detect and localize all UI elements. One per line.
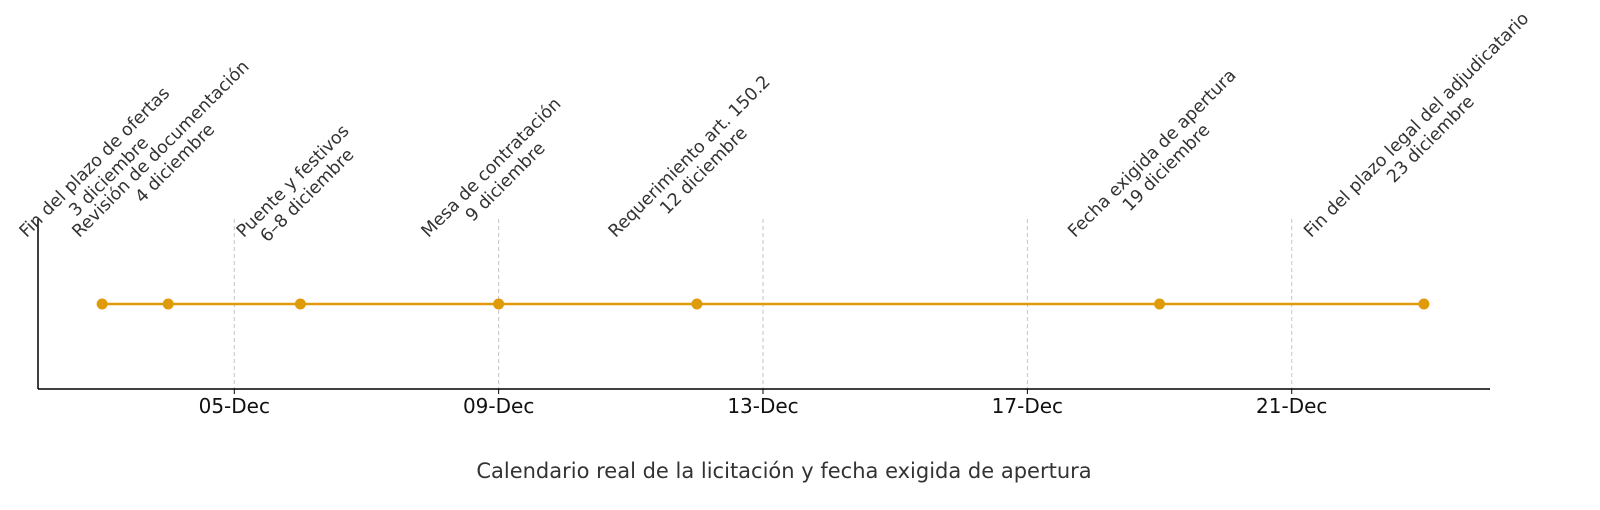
- timeline-point: [1154, 298, 1166, 310]
- x-tick-label: 09-Dec: [463, 394, 534, 418]
- timeline-points: [96, 298, 1430, 310]
- x-tick-label: 21-Dec: [1256, 394, 1327, 418]
- x-ticks: 05-Dec 09-Dec 13-Dec 17-Dec 21-Dec: [199, 389, 1327, 418]
- timeline-point: [294, 298, 306, 310]
- event-labels: Fin del plazo de ofertas3 diciembreRevis…: [16, 9, 1547, 256]
- event-label: Requerimiento art. 150.212 diciembre: [605, 72, 789, 256]
- event-title: Fin del plazo legal del adjudicatario: [1300, 9, 1533, 242]
- timeline-point: [162, 298, 174, 310]
- event-label: Mesa de contratación9 diciembre: [418, 94, 580, 256]
- event-label: Puente y festivos6–8 diciembre: [233, 121, 368, 256]
- x-tick-label: 05-Dec: [199, 394, 270, 418]
- timeline-point: [1418, 298, 1430, 310]
- x-tick-label: 13-Dec: [727, 394, 798, 418]
- timeline-point: [691, 298, 703, 310]
- event-title: Mesa de contratación: [418, 94, 566, 242]
- timeline-point: [96, 298, 108, 310]
- svg-text:Fin del plazo legal del adjudi: Fin del plazo legal del adjudicatario23 …: [1300, 9, 1547, 256]
- event-label: Fecha exigida de apertura19 diciembre: [1064, 66, 1254, 256]
- event-title: Requerimiento art. 150.2: [605, 72, 775, 242]
- svg-text:Puente y festivos6–8 diciembre: Puente y festivos6–8 diciembre: [233, 121, 368, 256]
- event-title: Fecha exigida de apertura: [1064, 66, 1240, 242]
- x-axis-label: Calendario real de la licitación y fecha…: [476, 459, 1091, 483]
- timeline-point: [493, 298, 505, 310]
- event-label: Fin del plazo legal del adjudicatario23 …: [1300, 9, 1547, 256]
- svg-text:Fecha exigida de apertura19 di: Fecha exigida de apertura19 diciembre: [1064, 66, 1254, 256]
- svg-text:Mesa de contratación9 diciembr: Mesa de contratación9 diciembre: [418, 94, 580, 256]
- svg-text:Requerimiento art. 150.212 dic: Requerimiento art. 150.212 diciembre: [605, 72, 789, 256]
- x-tick-label: 17-Dec: [992, 394, 1063, 418]
